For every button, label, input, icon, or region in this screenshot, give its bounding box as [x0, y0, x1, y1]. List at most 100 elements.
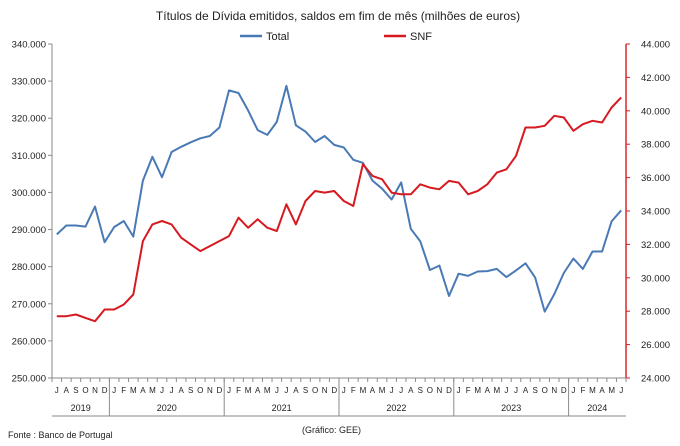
left-tick-label: 270.000 [12, 299, 46, 310]
right-tick-label: 28.000 [641, 307, 670, 318]
month-label: J [619, 386, 623, 395]
legend: Total SNF [240, 31, 432, 43]
month-label: F [466, 386, 471, 395]
month-label: J [514, 386, 518, 395]
right-tick-label: 38.000 [641, 140, 670, 151]
month-label: J [571, 386, 575, 395]
month-label: M [474, 386, 481, 395]
month-label: O [542, 386, 548, 395]
month-label: M [494, 386, 501, 395]
month-label: O [427, 386, 433, 395]
axes [51, 44, 627, 417]
month-label: O [82, 386, 88, 395]
month-label: J [55, 386, 59, 395]
month-label: S [303, 386, 308, 395]
month-label: F [121, 386, 126, 395]
left-tick-label: 250.000 [12, 374, 46, 385]
month-label: D [446, 386, 452, 395]
month-label: D [331, 386, 337, 395]
right-tick-label: 26.000 [641, 340, 670, 351]
right-axis-ticks: 24.000 26.000 28.000 30.000 32.000 34.000 36.0… [626, 40, 670, 385]
left-tick-label: 260.000 [12, 336, 46, 347]
left-tick-label: 280.000 [12, 262, 46, 273]
month-label: S [532, 386, 537, 395]
chart-title: Títulos de Dívida emitidos, saldos em fi… [156, 9, 520, 23]
year-label: 2020 [157, 403, 177, 413]
year-label: 2023 [501, 403, 521, 413]
month-label: N [437, 386, 443, 395]
month-label: O [312, 386, 318, 395]
month-label: A [485, 386, 491, 395]
month-label: J [275, 386, 279, 395]
month-label: A [599, 386, 605, 395]
month-label: A [140, 386, 146, 395]
month-label: J [390, 386, 394, 395]
month-label: M [589, 386, 596, 395]
left-tick-label: 290.000 [12, 225, 46, 236]
series-lines [56, 84, 622, 323]
right-tick-label: 24.000 [641, 374, 670, 385]
month-label: N [92, 386, 98, 395]
month-label: D [561, 386, 567, 395]
month-label: J [170, 386, 174, 395]
source-note: Fonte : Banco de Portugal [8, 430, 113, 440]
year-label: 2022 [386, 403, 406, 413]
right-tick-label: 40.000 [641, 106, 670, 117]
month-label: D [217, 386, 223, 395]
month-label: O [197, 386, 203, 395]
right-tick-label: 32.000 [641, 240, 670, 251]
series-line-snf [56, 96, 622, 323]
month-label: J [160, 386, 164, 395]
month-label: J [399, 386, 403, 395]
left-tick-label: 330.000 [12, 77, 46, 88]
month-label: N [207, 386, 213, 395]
month-label: F [351, 386, 356, 395]
series-line-total [56, 84, 622, 313]
month-label: F [236, 386, 241, 395]
month-label: A [293, 386, 299, 395]
month-label: N [551, 386, 557, 395]
month-label: A [523, 386, 529, 395]
month-label: S [188, 386, 193, 395]
left-tick-label: 300.000 [12, 188, 46, 199]
legend-label-snf: SNF [410, 31, 432, 43]
month-label: S [73, 386, 78, 395]
month-label: M [608, 386, 615, 395]
month-label: D [102, 386, 108, 395]
month-label: J [504, 386, 508, 395]
month-label: A [370, 386, 376, 395]
month-label: F [581, 386, 586, 395]
month-label: J [457, 386, 461, 395]
month-label: A [178, 386, 184, 395]
month-label: M [360, 386, 367, 395]
left-tick-label: 340.000 [12, 40, 46, 51]
right-tick-label: 42.000 [641, 73, 670, 84]
month-label: M [149, 386, 156, 395]
month-label: N [322, 386, 328, 395]
month-label: M [264, 386, 271, 395]
left-tick-label: 310.000 [12, 151, 46, 162]
month-label: M [245, 386, 252, 395]
left-axis-ticks: 250.000 260.000 270.000 280.000 290.000 300.0… [12, 40, 52, 385]
month-label: M [379, 386, 386, 395]
right-tick-label: 36.000 [641, 173, 670, 184]
right-tick-label: 30.000 [641, 273, 670, 284]
left-tick-label: 320.000 [12, 114, 46, 125]
month-label: J [284, 386, 288, 395]
month-label: A [64, 386, 70, 395]
month-label: M [130, 386, 137, 395]
right-tick-label: 44.000 [641, 40, 670, 51]
year-label: 2024 [587, 403, 607, 413]
right-tick-label: 34.000 [641, 207, 670, 218]
year-label: 2019 [71, 403, 91, 413]
year-label: 2021 [272, 403, 292, 413]
month-label: J [112, 386, 116, 395]
legend-label-total: Total [266, 31, 289, 43]
month-label: J [342, 386, 346, 395]
month-label: S [418, 386, 423, 395]
month-label: A [255, 386, 261, 395]
month-label: J [227, 386, 231, 395]
month-label: A [408, 386, 414, 395]
